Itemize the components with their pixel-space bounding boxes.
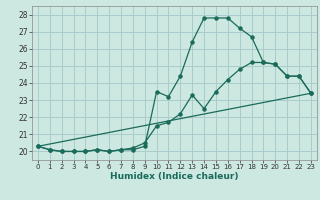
X-axis label: Humidex (Indice chaleur): Humidex (Indice chaleur): [110, 172, 239, 181]
